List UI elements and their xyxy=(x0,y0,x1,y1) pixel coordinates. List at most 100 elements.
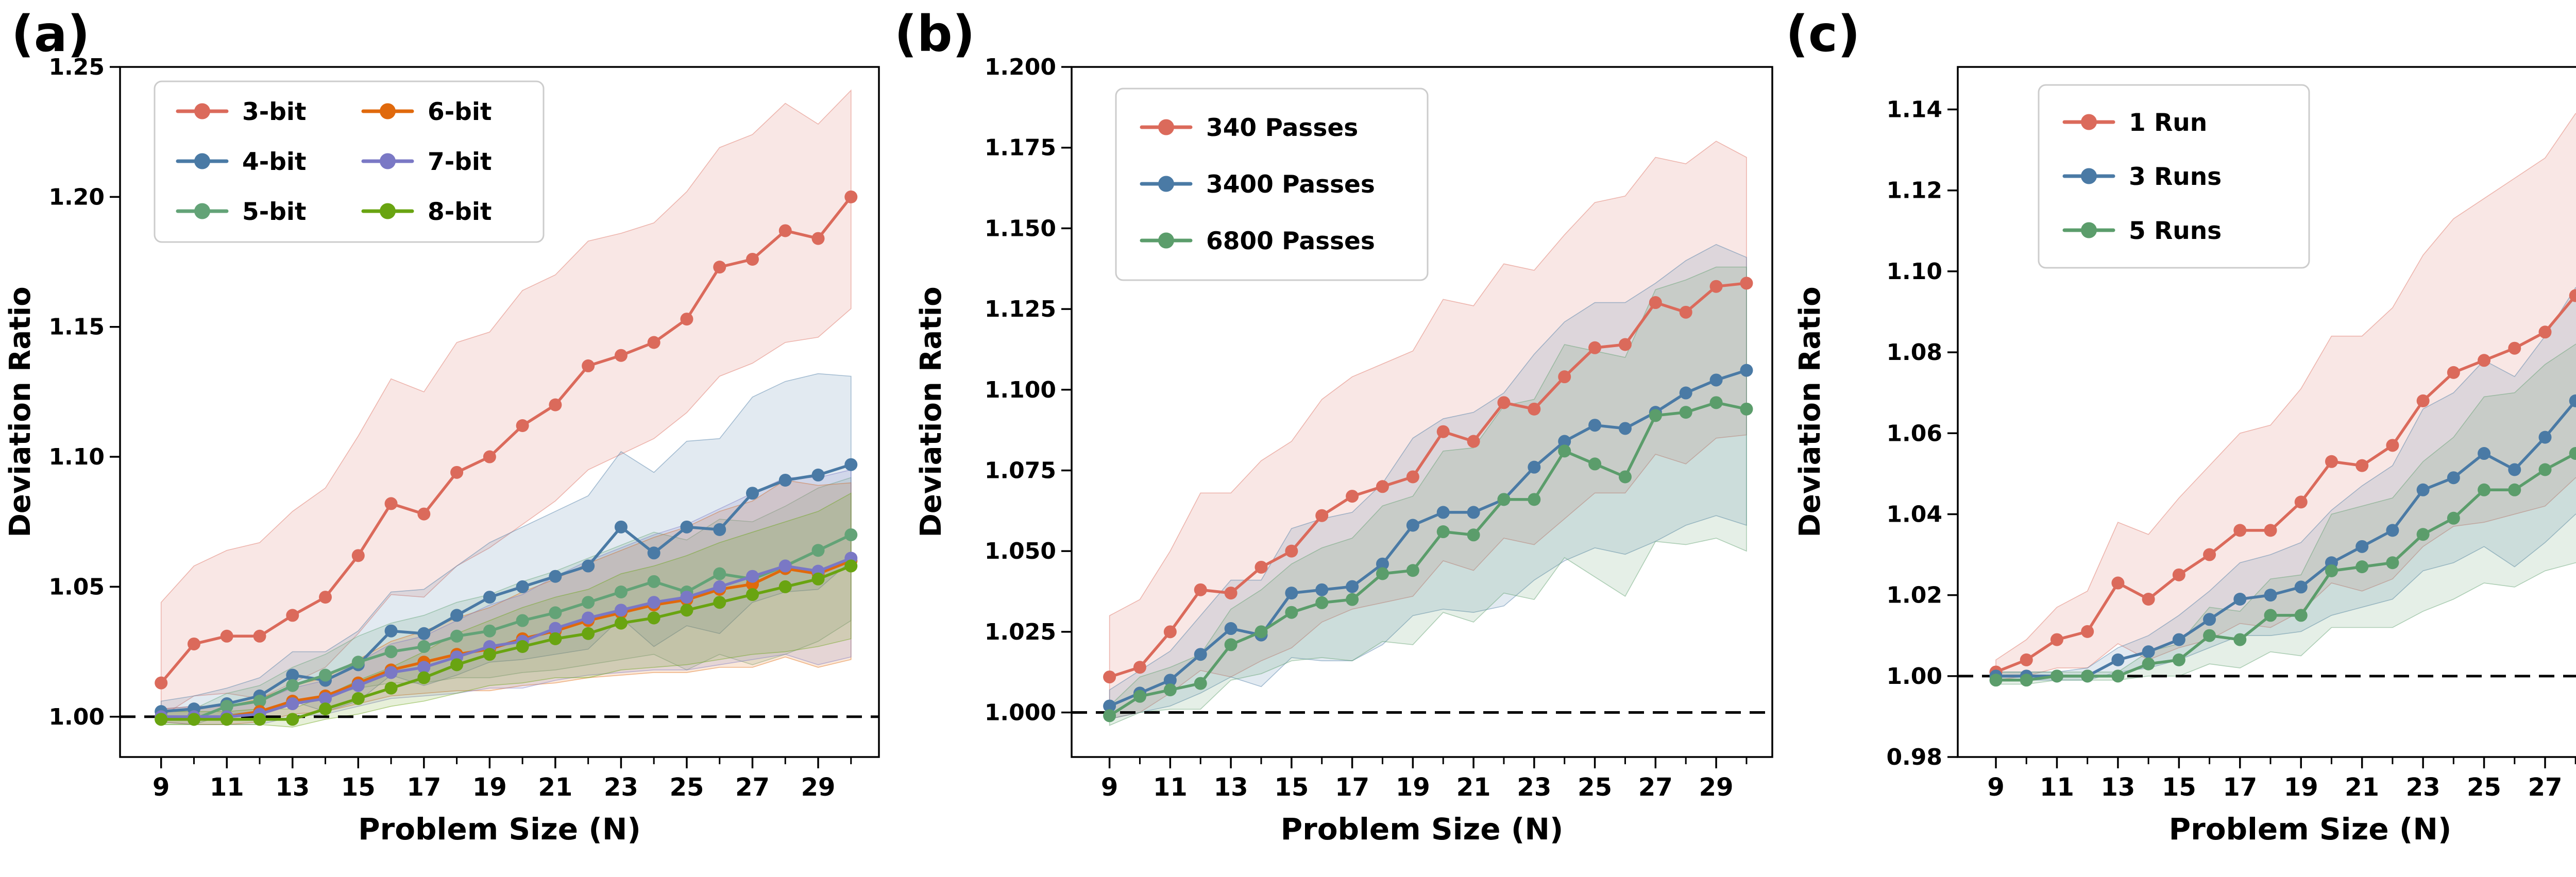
marker-8-bit xyxy=(187,713,200,726)
marker-3400 Passes xyxy=(1406,519,1419,532)
x-tick-label: 21 xyxy=(2345,773,2379,802)
legend-label: 6800 Passes xyxy=(1206,227,1375,255)
marker-5-bit xyxy=(319,668,332,682)
marker-7-bit xyxy=(286,697,299,711)
marker-340 Passes xyxy=(1618,338,1632,351)
x-tick-label: 21 xyxy=(1456,773,1491,802)
legend-item-3 Runs: 3 Runs xyxy=(2062,163,2222,191)
marker-3 Runs xyxy=(2478,447,2491,460)
y-tick-label: 1.175 xyxy=(985,135,1056,161)
marker-6800 Passes xyxy=(1618,470,1632,484)
marker-5-bit xyxy=(614,586,628,599)
marker-1 Run xyxy=(2508,341,2521,355)
marker-3-bit xyxy=(844,190,858,203)
y-tick-label: 1.25 xyxy=(48,54,105,80)
marker-3 Runs xyxy=(2142,645,2155,659)
legend-marker-icon xyxy=(2081,114,2097,130)
marker-8-bit xyxy=(811,572,825,586)
legend: 1 Run 3 Runs 5 Runs xyxy=(2038,84,2310,269)
marker-1 Run xyxy=(2233,524,2247,537)
marker-3400 Passes xyxy=(1558,435,1571,448)
marker-8-bit xyxy=(582,627,595,640)
marker-5 Runs xyxy=(2416,528,2430,541)
uncertainty-band-8-bit xyxy=(160,492,852,728)
marker-6800 Passes xyxy=(1255,625,1268,639)
marker-3400 Passes xyxy=(1709,373,1723,387)
marker-1 Run xyxy=(2386,439,2399,452)
legend-marker-icon xyxy=(194,153,210,169)
x-tick-label: 29 xyxy=(801,773,836,802)
x-axis: 9 11 13 15 17 19 21 23 25 27 29 Problem Size (N) xyxy=(1101,757,1748,847)
marker-7-bit xyxy=(713,580,726,593)
marker-3400 Passes xyxy=(1194,648,1207,661)
marker-5 Runs xyxy=(2142,657,2155,670)
legend-marker-icon xyxy=(1158,176,1174,192)
y-tick-label: 1.02 xyxy=(1886,582,1942,609)
marker-340 Passes xyxy=(1649,296,1662,309)
marker-3400 Passes xyxy=(1467,506,1480,519)
marker-340 Passes xyxy=(1497,396,1511,409)
marker-3-bit xyxy=(319,591,332,604)
uncertainty-band-6-bit xyxy=(160,479,852,725)
marker-1 Run xyxy=(2050,633,2063,646)
marker-3-bit xyxy=(680,313,693,326)
marker-1 Run xyxy=(2478,354,2491,367)
uncertainty-band-1 Run xyxy=(1995,113,2576,681)
legend-item-8-bit: 8-bit xyxy=(361,198,492,226)
y-tick-label: 1.125 xyxy=(985,296,1056,322)
marker-340 Passes xyxy=(1255,560,1268,574)
marker-3-bit xyxy=(483,450,496,463)
marker-8-bit xyxy=(614,616,628,630)
marker-5 Runs xyxy=(2233,633,2247,646)
marker-340 Passes xyxy=(1194,583,1207,596)
legend-marker-icon xyxy=(194,103,210,119)
marker-6800 Passes xyxy=(1285,606,1298,619)
legend-item-340 Passes: 340 Passes xyxy=(1140,114,1358,142)
y-tick-label: 1.050 xyxy=(985,538,1056,564)
line-7-bit xyxy=(159,557,853,718)
legend-item-5 Runs: 5 Runs xyxy=(2062,217,2222,245)
y-tick-label: 1.06 xyxy=(1886,420,1942,446)
marker-5-bit xyxy=(582,596,595,609)
marker-6800 Passes xyxy=(1528,493,1541,506)
marker-340 Passes xyxy=(1406,470,1419,484)
legend-label: 7-bit xyxy=(428,148,492,176)
x-tick-label: 15 xyxy=(1274,773,1309,802)
marker-1 Run xyxy=(2081,625,2094,638)
panel-c-label: (c) xyxy=(1786,5,1860,63)
marker-6800 Passes xyxy=(1406,564,1419,577)
x-tick-label: 9 xyxy=(1987,773,2004,802)
marker-4-bit xyxy=(450,609,464,622)
legend-item-7-bit: 7-bit xyxy=(361,148,492,176)
x-axis-title: Problem Size (N) xyxy=(358,812,641,847)
marker-3-bit xyxy=(778,224,792,237)
marker-3400 Passes xyxy=(1346,580,1359,593)
bands-layer xyxy=(160,89,852,728)
marker-4-bit xyxy=(384,624,398,638)
marker-6800 Passes xyxy=(1315,596,1329,609)
marker-3 Runs xyxy=(2111,653,2125,666)
marker-1 Run xyxy=(2294,495,2308,509)
marker-6800 Passes xyxy=(1194,677,1207,690)
marker-6800 Passes xyxy=(1346,593,1359,606)
x-tick-label: 9 xyxy=(1101,773,1118,802)
marker-5 Runs xyxy=(2020,674,2033,687)
marker-340 Passes xyxy=(1528,402,1541,416)
marker-6800 Passes xyxy=(1103,709,1116,723)
y-tick-label: 1.150 xyxy=(985,215,1056,242)
x-tick-label: 27 xyxy=(1638,773,1673,802)
marker-8-bit xyxy=(713,596,726,609)
marker-6800 Passes xyxy=(1436,525,1450,539)
x-tick-label: 25 xyxy=(670,773,704,802)
marker-3-bit xyxy=(286,609,299,622)
legend-label: 5 Runs xyxy=(2129,217,2222,245)
marker-4-bit xyxy=(680,520,693,534)
marker-5 Runs xyxy=(2325,564,2338,577)
marker-8-bit xyxy=(220,713,233,726)
marker-7-bit xyxy=(778,559,792,573)
marker-340 Passes xyxy=(1376,480,1389,493)
axes-spines xyxy=(119,66,880,758)
legend-label: 5-bit xyxy=(242,198,306,226)
panel-c-chart: 0.98 1.00 1.02 1.04 1.06 1.08 1.10 1.12 1.14 Devi… xyxy=(1793,66,2576,847)
marker-6800 Passes xyxy=(1558,444,1571,458)
